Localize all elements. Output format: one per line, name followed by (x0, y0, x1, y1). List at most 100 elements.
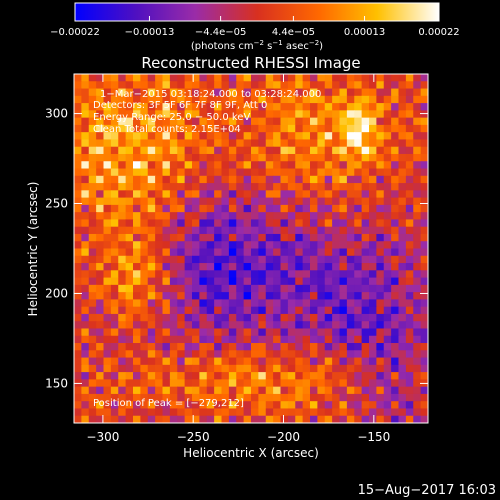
heatmap-cell (162, 212, 171, 221)
heatmap-cell (317, 313, 326, 322)
heatmap-cell (383, 168, 392, 177)
heatmap-cell (228, 393, 237, 402)
heatmap-cell (81, 299, 90, 308)
heatmap-cell (354, 233, 363, 242)
heatmap-cell (332, 103, 341, 111)
heatmap-cell (110, 183, 119, 191)
heatmap-cell (169, 219, 178, 228)
heatmap-cell (346, 270, 355, 279)
heatmap-cell (236, 197, 245, 206)
heatmap-cell (118, 204, 127, 213)
heatmap-cell (295, 233, 304, 242)
heatmap-cell (184, 255, 193, 264)
heatmap-cell (74, 153, 82, 162)
heatmap-cell (110, 74, 119, 82)
heatmap-cell (147, 299, 156, 308)
heatmap-cell (287, 183, 296, 191)
heatmap-cell (162, 408, 171, 417)
heatmap-cell (332, 255, 341, 264)
heatmap-cell (346, 299, 355, 308)
heatmap-cell (405, 103, 414, 111)
heatmap-cell (103, 132, 112, 141)
heatmap-cell (398, 321, 407, 330)
heatmap-cell (354, 357, 363, 366)
heatmap-cell (103, 357, 112, 366)
heatmap-cell (169, 226, 178, 235)
heatmap-cell (383, 204, 392, 213)
y-tick-label-1: 200 (45, 286, 68, 300)
heatmap-cell (302, 146, 311, 155)
heatmap-cell (258, 175, 267, 184)
heatmap-cell (317, 263, 326, 271)
heatmap-cell (310, 110, 318, 119)
heatmap-cell (339, 226, 348, 235)
heatmap-cell (391, 386, 400, 395)
heatmap-cell (206, 357, 215, 366)
heatmap-cell (162, 110, 171, 119)
heatmap-cell (243, 95, 252, 104)
heatmap-cell (376, 270, 385, 279)
heatmap-cell (103, 139, 112, 148)
heatmap-cell (317, 277, 326, 286)
heatmap-cell (280, 212, 289, 221)
heatmap-cell (287, 219, 296, 228)
heatmap-cell (88, 401, 97, 410)
heatmap-cell (74, 146, 82, 155)
heatmap-cell (162, 161, 171, 170)
heatmap-cell (169, 74, 178, 82)
heatmap-cell (369, 139, 377, 148)
heatmap-cell (258, 357, 267, 366)
heatmap-cell (199, 415, 208, 423)
heatmap-cell (228, 313, 237, 322)
heatmap-cell (398, 306, 407, 315)
heatmap-cell (206, 219, 215, 228)
heatmap-cell (280, 183, 289, 191)
heatmap-cell (177, 343, 186, 351)
heatmap-cell (147, 74, 156, 82)
heatmap-cell (103, 313, 112, 322)
heatmap-cell (133, 328, 141, 337)
heatmap-cell (177, 161, 186, 170)
heatmap-cell (354, 372, 363, 380)
heatmap-cell (354, 393, 363, 402)
heatmap-cell (332, 284, 341, 293)
heatmap-cell (332, 401, 341, 410)
heatmap-cell (184, 343, 193, 351)
heatmap-cell (413, 415, 422, 423)
heatmap-cell (243, 306, 252, 315)
heatmap-cell (405, 74, 414, 82)
heatmap-cell (420, 292, 428, 300)
heatmap-cell (110, 95, 119, 104)
heatmap-cell (413, 335, 422, 344)
heatmap-cell (346, 81, 355, 90)
heatmap-cell (110, 292, 119, 300)
heatmap-cell (280, 74, 289, 82)
heatmap-cell (228, 364, 237, 373)
heatmap-cell (258, 88, 267, 97)
heatmap-cell (96, 255, 105, 264)
heatmap-cell (369, 408, 377, 417)
heatmap-cell (295, 161, 304, 170)
heatmap-cell (206, 95, 215, 104)
heatmap-cell (324, 132, 333, 141)
heatmap-cell (420, 190, 428, 199)
heatmap-cell (184, 357, 193, 366)
heatmap-cell (324, 146, 333, 155)
colorbar-tick-label-0: −0.00022 (50, 27, 100, 38)
heatmap-cell (184, 321, 193, 330)
heatmap-cell (74, 219, 82, 228)
heatmap-cell (295, 110, 304, 119)
heatmap-cell (405, 241, 414, 250)
heatmap-cell (317, 350, 326, 359)
heatmap-cell (199, 284, 208, 293)
heatmap-cell (391, 401, 400, 410)
heatmap-cell (199, 379, 208, 388)
heatmap-cell (273, 343, 282, 351)
heatmap-cell (346, 146, 355, 155)
heatmap-cell (243, 270, 252, 279)
heatmap-cell (110, 168, 119, 177)
heatmap-cell (310, 284, 318, 293)
heatmap-cell (140, 161, 149, 170)
heatmap-cell (346, 277, 355, 286)
heatmap-cell (118, 415, 127, 423)
